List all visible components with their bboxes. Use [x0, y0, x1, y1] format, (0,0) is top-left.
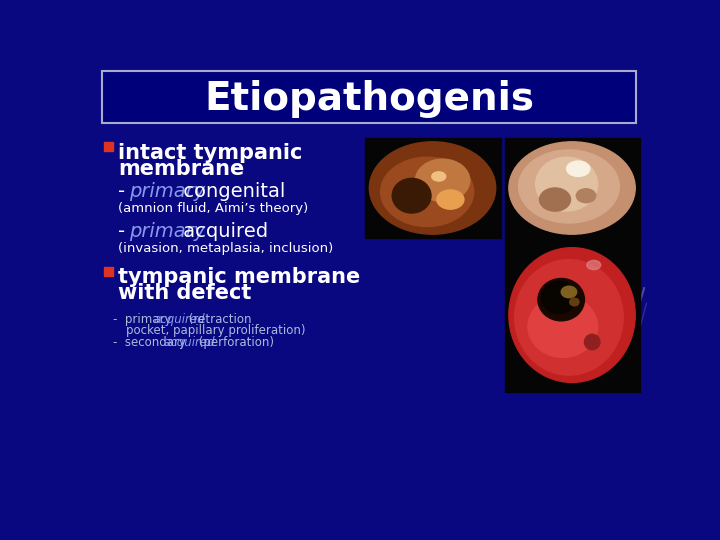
Text: primary: primary [129, 182, 205, 201]
Ellipse shape [561, 286, 577, 298]
Text: acquired: acquired [163, 336, 215, 349]
Bar [505, 138, 640, 238]
Text: acquired: acquired [153, 313, 205, 326]
Text: acquired: acquired [177, 222, 268, 241]
Text: with defect: with defect [118, 283, 251, 303]
Text: (invasion, metaplasia, inclusion): (invasion, metaplasia, inclusion) [118, 242, 333, 255]
Text: (perforation): (perforation) [194, 336, 274, 349]
Text: (retraction: (retraction [184, 313, 251, 326]
Text: membrane: membrane [118, 159, 244, 179]
Ellipse shape [570, 298, 579, 306]
Ellipse shape [415, 159, 469, 201]
Text: primary: primary [129, 222, 205, 241]
Text: -: - [118, 182, 131, 201]
Ellipse shape [509, 142, 635, 234]
FancyBboxPatch shape [102, 71, 636, 123]
Ellipse shape [369, 142, 495, 234]
Text: congenital: congenital [177, 182, 285, 201]
Bar [104, 267, 113, 276]
Ellipse shape [576, 189, 595, 202]
Bar [104, 142, 113, 151]
Ellipse shape [539, 188, 570, 211]
Ellipse shape [392, 178, 431, 213]
Ellipse shape [518, 150, 619, 223]
Bar [505, 238, 640, 392]
Bar [365, 138, 500, 238]
Ellipse shape [528, 296, 598, 357]
Ellipse shape [432, 172, 446, 181]
Ellipse shape [437, 190, 464, 209]
Ellipse shape [515, 260, 624, 375]
Ellipse shape [587, 260, 600, 269]
Text: -: - [118, 222, 131, 241]
Ellipse shape [567, 161, 590, 177]
Ellipse shape [509, 248, 635, 382]
Text: -  secondary: - secondary [113, 336, 190, 349]
Text: tympanic membrane: tympanic membrane [118, 267, 360, 287]
Circle shape [585, 334, 600, 350]
Text: pocket, papillary proliferation): pocket, papillary proliferation) [126, 323, 305, 336]
Ellipse shape [536, 157, 598, 211]
Text: intact tympanic: intact tympanic [118, 143, 302, 163]
Ellipse shape [541, 281, 576, 314]
Ellipse shape [381, 157, 474, 226]
Text: -  primary: - primary [113, 313, 176, 326]
Text: Etiopathogenis: Etiopathogenis [204, 80, 534, 118]
Ellipse shape [538, 279, 585, 321]
Text: (amnion fluid, Aimi’s theory): (amnion fluid, Aimi’s theory) [118, 202, 308, 215]
